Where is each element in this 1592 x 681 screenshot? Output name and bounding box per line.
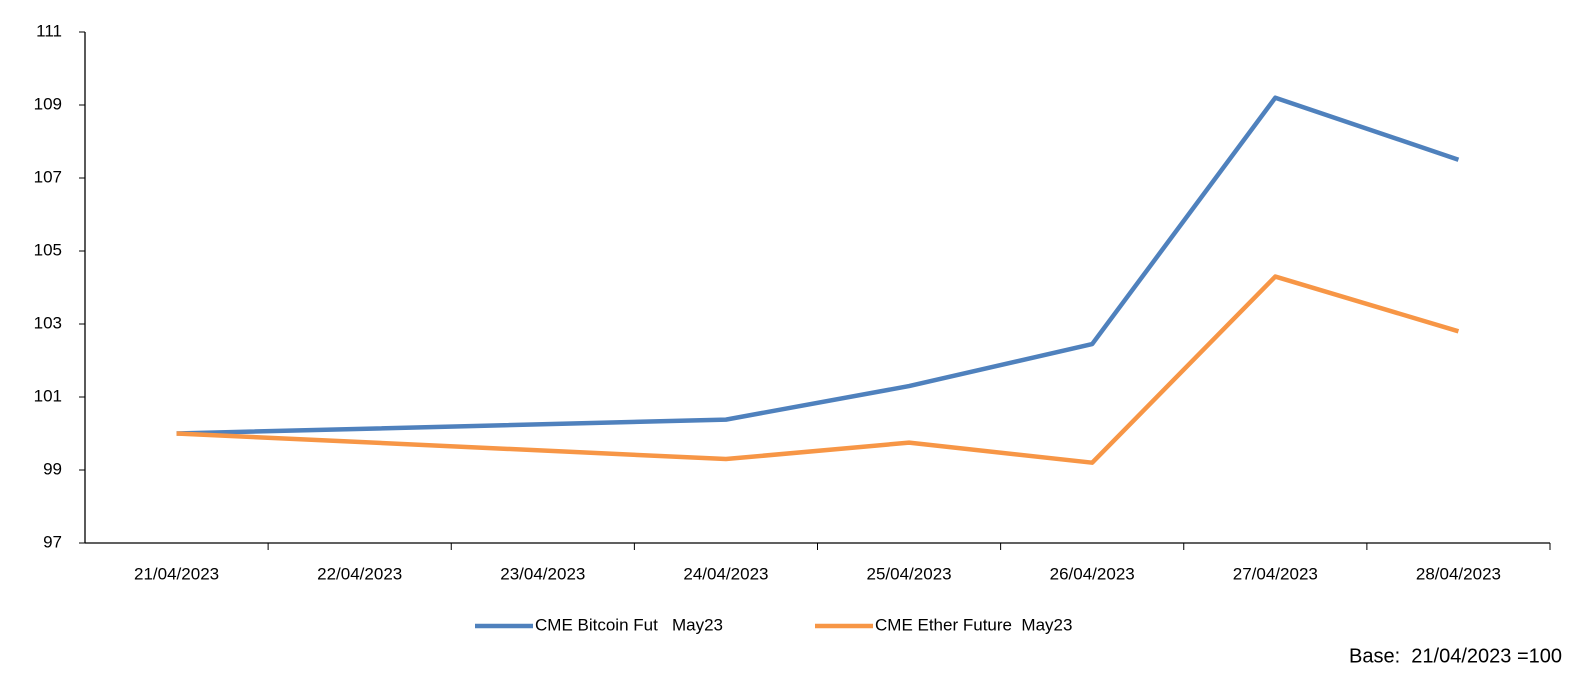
x-tick-label: 25/04/2023 bbox=[867, 564, 952, 583]
x-tick-label: 23/04/2023 bbox=[500, 564, 585, 583]
legend-label: CME Ether Future May23 bbox=[875, 615, 1072, 634]
line-series bbox=[176, 274, 1460, 465]
x-tick-label: 28/04/2023 bbox=[1416, 564, 1501, 583]
y-tick-label: 101 bbox=[34, 386, 62, 405]
legend-label: CME Bitcoin Fut May23 bbox=[535, 615, 723, 634]
y-tick-label: 111 bbox=[36, 21, 62, 40]
x-tick-label: 21/04/2023 bbox=[134, 564, 219, 583]
x-tick-label: 22/04/2023 bbox=[317, 564, 402, 583]
y-tick-label: 103 bbox=[34, 313, 62, 332]
x-tick-label: 26/04/2023 bbox=[1050, 564, 1135, 583]
x-tick-label: 27/04/2023 bbox=[1233, 564, 1318, 583]
line-series bbox=[176, 95, 1460, 436]
y-tick-label: 99 bbox=[43, 459, 62, 478]
note: Base: 21/04/2023 =100 bbox=[1349, 645, 1562, 667]
y-tick-label: 105 bbox=[34, 240, 62, 259]
y-tick-label: 97 bbox=[43, 532, 62, 551]
x-tick-label: 24/04/2023 bbox=[683, 564, 768, 583]
y-tick-label: 109 bbox=[34, 94, 62, 113]
y-tick-label: 107 bbox=[34, 167, 62, 186]
